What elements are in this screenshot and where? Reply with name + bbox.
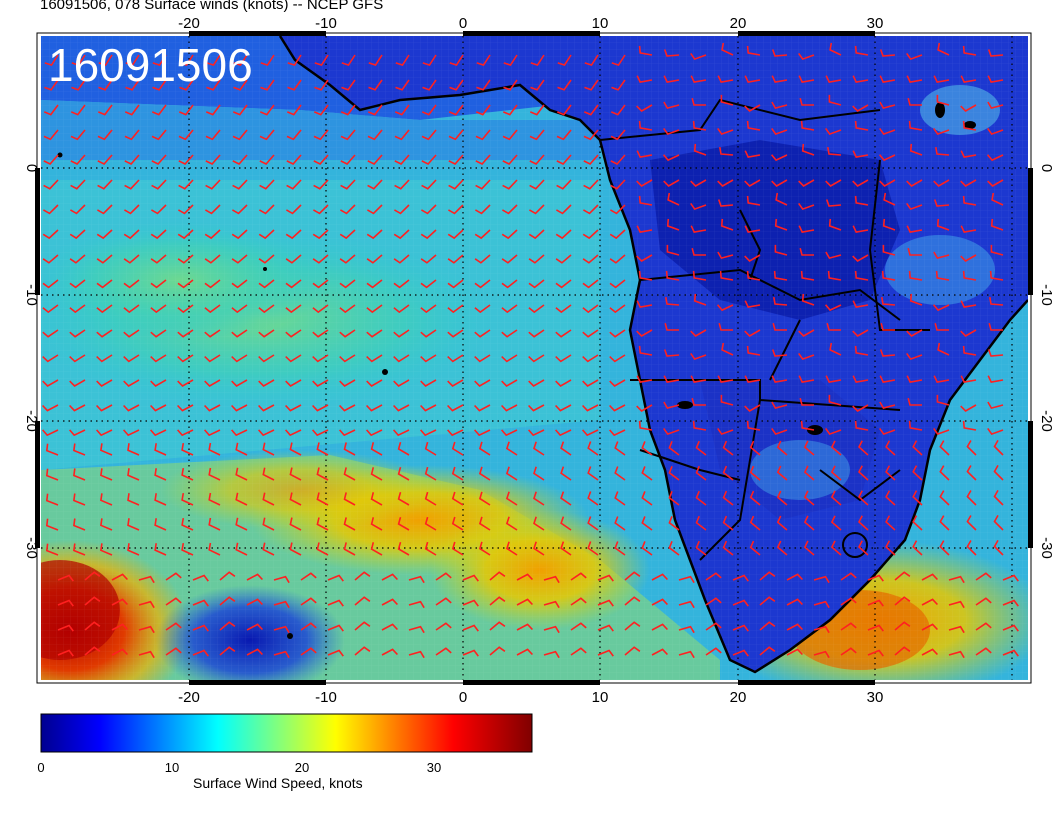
lat-tick-right-2: -10 [1038,284,1055,306]
map-title: 16091506, 078 Surface winds (knots) -- N… [40,0,384,13]
lat-tick-right-3: -20 [1038,410,1055,432]
lon-tick-bottom-1: -20 [178,689,200,706]
lat-tick-right-1: 0 [1038,164,1055,172]
date-stamp: 16091506 [48,39,253,91]
axis-bars [35,31,1033,685]
lon-tick-top-5: 20 [730,15,747,32]
lat-tick-right-4: -30 [1038,537,1055,559]
coastline [278,36,1028,674]
lat-tick-left-1: 0 [23,164,40,172]
colorbar [40,713,533,753]
lon-tick-bottom-2: -10 [315,689,337,706]
colorbar-title: Surface Wind Speed, knots [193,775,363,791]
lon-tick-bottom-3: 0 [459,689,467,706]
map-field [41,36,1028,680]
colorbar-tick-0: 0 [37,760,44,775]
lon-tick-bottom-5: 20 [730,689,747,706]
lon-tick-top-6: 30 [867,15,884,32]
lon-tick-bottom-4: 10 [592,689,609,706]
lon-tick-top-4: 10 [592,15,609,32]
lon-tick-bottom-6: 30 [867,689,884,706]
colorbar-tick-30: 30 [427,760,441,775]
lat-tick-left-3: -20 [23,410,40,432]
lon-tick-top-2: -10 [315,15,337,32]
lon-tick-top-1: -20 [178,15,200,32]
colorbar-tick-20: 20 [295,760,309,775]
lon-tick-top-3: 0 [459,15,467,32]
lat-tick-left-2: -10 [23,284,40,306]
colorbar-tick-10: 10 [165,760,179,775]
lat-tick-left-4: -30 [23,537,40,559]
wind-barbs [41,42,1019,659]
